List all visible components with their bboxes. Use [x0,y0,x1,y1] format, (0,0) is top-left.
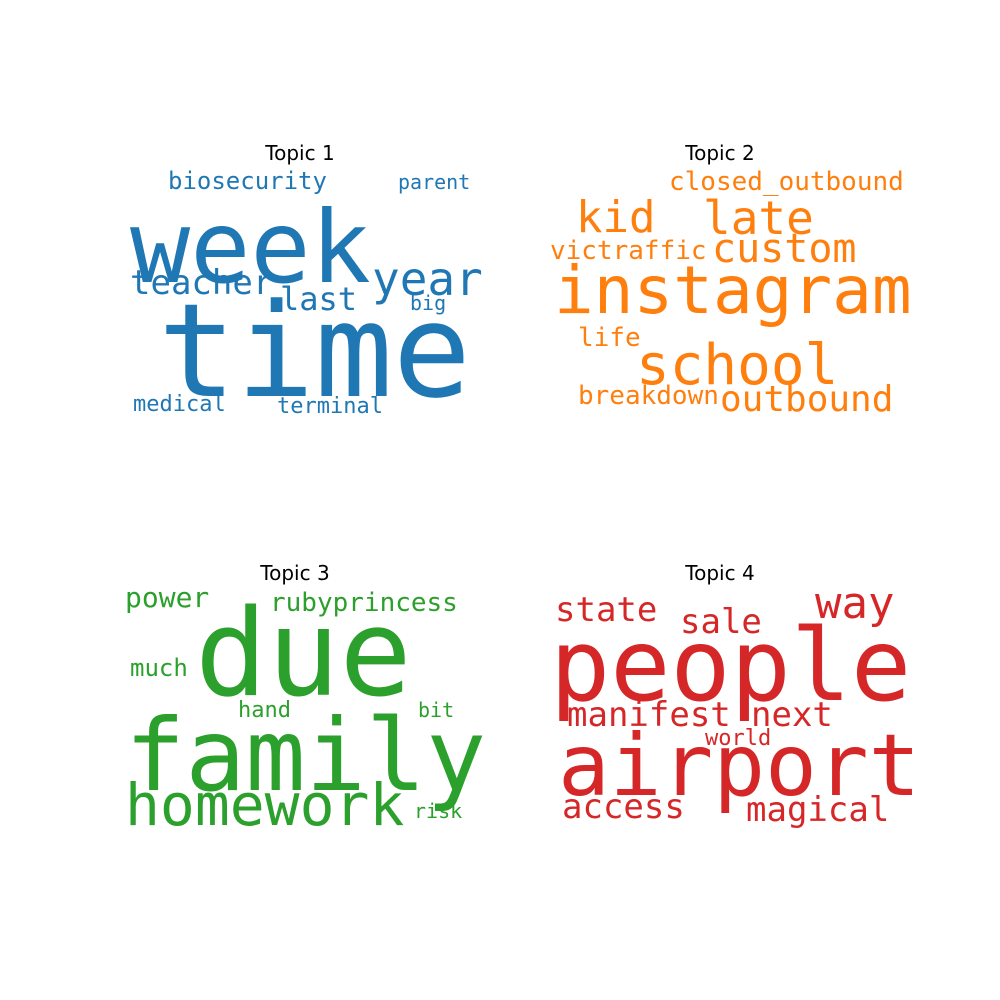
word-way: way [815,578,894,629]
word-closed-outbound: closed_outbound [669,167,904,197]
word-much: much [130,654,188,682]
word-big: big [410,291,446,315]
word-biosecurity: biosecurity [168,167,327,195]
word-instagram: instagram [554,252,912,329]
word-homework: homework [125,771,404,839]
word-power: power [125,581,209,614]
word-outbound: outbound [720,379,893,420]
word-risk: risk [414,799,462,823]
word-life: life [578,323,641,353]
word-medical: medical [133,392,226,417]
word-manifest: manifest [567,695,731,735]
word-due: due [195,585,412,724]
word-rubyprincess: rubyprincess [270,588,458,618]
word-week: week [130,189,371,306]
word-year: year [372,252,483,306]
word-breakdown: breakdown [578,381,719,411]
word-people: people [550,607,911,724]
topic-4-title: Topic 4 [685,561,755,585]
word-family: family [125,697,486,814]
word-school: school [636,333,838,398]
topic-3-panel: Topic 3 due family homework rubyprincess pow… [125,561,486,840]
word-state: state [555,590,657,630]
topic-3-title: Topic 3 [260,561,330,585]
topic-2-title: Topic 2 [685,141,755,165]
word-last: last [280,280,357,318]
word-access: access [562,787,685,827]
word-world: world [705,726,771,751]
word-next: next [751,695,833,735]
word-terminal: terminal [277,394,383,419]
topic-1-title: Topic 1 [265,141,335,165]
topic-2-panel: Topic 2 instagram school late kid custom outb… [550,141,912,420]
topic-4-panel: Topic 4 people airport way state sale manifes… [550,561,920,840]
word-magical: magical [746,790,889,830]
word-sale: sale [680,602,762,642]
word-bit: bit [418,698,454,722]
word-victraffic: victraffic [550,236,707,266]
word-time: time [158,275,471,427]
word-hand: hand [238,698,291,723]
word-custom: custom [712,226,857,272]
word-parent: parent [398,170,470,194]
topic-1-panel: Topic 1 time week year teacher last biosecuri… [130,141,483,427]
word-teacher: teacher [130,263,273,303]
word-late: late [703,191,814,245]
word-airport: airport [558,716,920,816]
word-kid: kid [576,192,655,243]
